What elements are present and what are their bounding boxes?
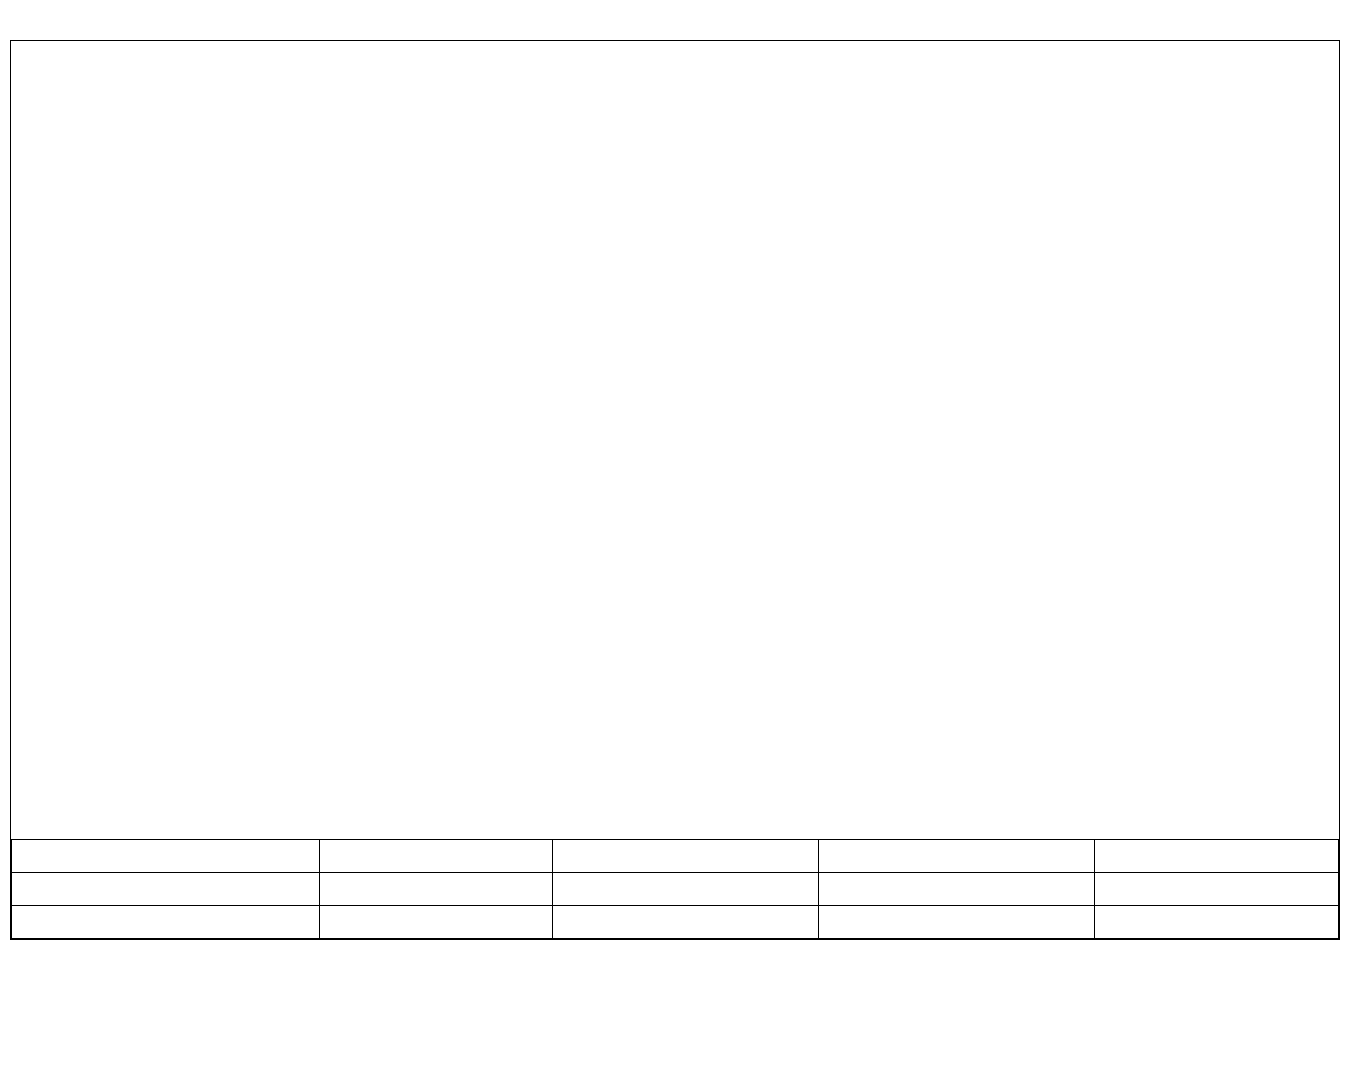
header-product-number — [320, 840, 553, 873]
isometric-drawing — [11, 41, 1341, 821]
title-block-table — [11, 839, 1339, 939]
table-header-row — [12, 840, 1339, 873]
header-width — [553, 840, 818, 873]
cell-height — [818, 906, 1094, 939]
cell-title — [12, 906, 320, 939]
cell-product-number — [320, 873, 553, 906]
cell-depth — [1094, 873, 1338, 906]
cell-height — [818, 873, 1094, 906]
header-height — [818, 840, 1094, 873]
table-row — [12, 906, 1339, 939]
header-depth — [1094, 840, 1338, 873]
page — [0, 0, 1350, 1080]
header-title — [12, 840, 320, 873]
cell-title — [12, 873, 320, 906]
drawing-frame — [10, 40, 1340, 940]
cell-width — [553, 906, 818, 939]
table-row — [12, 873, 1339, 906]
cell-product-number — [320, 906, 553, 939]
cell-width — [553, 873, 818, 906]
cell-depth — [1094, 906, 1338, 939]
